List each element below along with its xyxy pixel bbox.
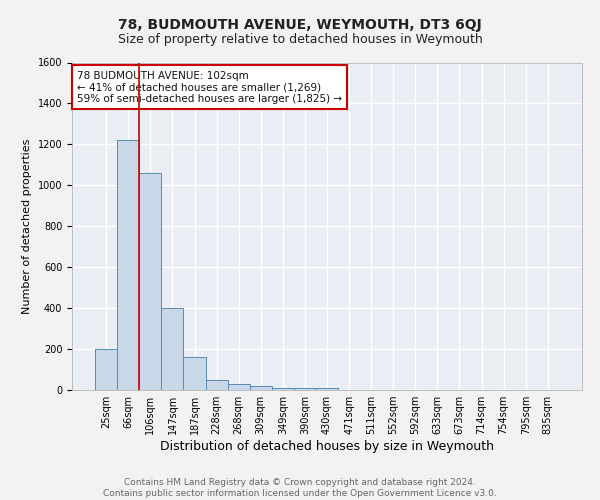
Bar <box>272 388 294 390</box>
Text: Contains HM Land Registry data © Crown copyright and database right 2024.
Contai: Contains HM Land Registry data © Crown c… <box>103 478 497 498</box>
Text: Size of property relative to detached houses in Weymouth: Size of property relative to detached ho… <box>118 32 482 46</box>
Bar <box>161 308 184 390</box>
Bar <box>139 173 161 390</box>
Bar <box>95 349 117 390</box>
Bar <box>316 388 338 390</box>
Bar <box>227 384 250 390</box>
X-axis label: Distribution of detached houses by size in Weymouth: Distribution of detached houses by size … <box>160 440 494 453</box>
Text: 78, BUDMOUTH AVENUE, WEYMOUTH, DT3 6QJ: 78, BUDMOUTH AVENUE, WEYMOUTH, DT3 6QJ <box>118 18 482 32</box>
Bar <box>294 388 316 390</box>
Bar <box>206 380 227 390</box>
Bar <box>184 357 206 390</box>
Text: 78 BUDMOUTH AVENUE: 102sqm
← 41% of detached houses are smaller (1,269)
59% of s: 78 BUDMOUTH AVENUE: 102sqm ← 41% of deta… <box>77 70 342 104</box>
Bar <box>250 386 272 390</box>
Bar <box>117 140 139 390</box>
Y-axis label: Number of detached properties: Number of detached properties <box>22 138 32 314</box>
